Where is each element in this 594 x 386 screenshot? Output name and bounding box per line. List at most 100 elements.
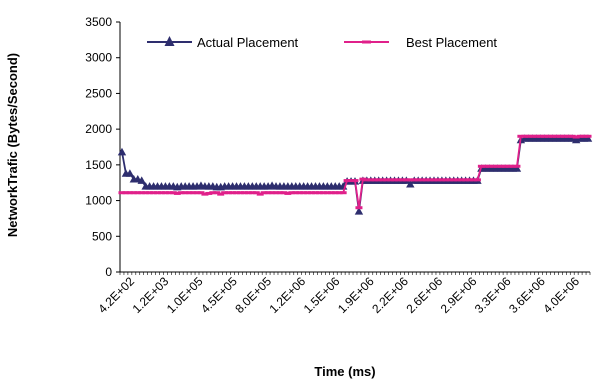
data-point: [327, 191, 335, 195]
data-point: [264, 191, 272, 195]
data-point: [308, 191, 316, 195]
data-point: [126, 191, 134, 195]
data-point: [315, 191, 323, 195]
data-point: [493, 164, 501, 168]
data-point: [150, 191, 158, 195]
data-point: [485, 164, 493, 168]
data-point: [260, 191, 268, 195]
data-point: [473, 178, 481, 182]
data-point: [379, 178, 387, 182]
data-point: [339, 191, 347, 195]
data-point: [552, 134, 560, 138]
x-tick-label: 1.2E+06: [267, 274, 309, 316]
data-point: [383, 178, 391, 182]
data-point: [512, 164, 522, 172]
data-point: [146, 191, 154, 195]
data-point: [469, 178, 477, 182]
data-point: [323, 191, 331, 195]
data-point: [354, 207, 364, 215]
data-point: [240, 191, 248, 195]
data-point: [517, 134, 525, 138]
data-point: [533, 134, 541, 138]
data-point: [355, 206, 363, 210]
data-point: [371, 178, 379, 182]
data-point: [537, 134, 545, 138]
data-point: [125, 169, 135, 177]
data-point: [556, 134, 564, 138]
data-point: [489, 164, 497, 168]
data-point: [576, 134, 584, 138]
data-point: [154, 191, 162, 195]
data-point: [505, 164, 513, 168]
data-point: [541, 134, 549, 138]
data-point: [414, 178, 422, 182]
series-layer: [117, 134, 593, 215]
data-point: [568, 134, 576, 138]
data-point: [454, 178, 462, 182]
data-point: [525, 134, 533, 138]
data-point: [343, 179, 351, 183]
x-tick-label: 4.5E+05: [198, 274, 240, 316]
data-point: [177, 191, 185, 195]
y-tick-label: 1500: [85, 158, 112, 172]
x-tick-label: 8.0E+05: [232, 274, 274, 316]
data-point: [394, 178, 402, 182]
data-point: [229, 191, 237, 195]
data-point: [387, 178, 395, 182]
data-point: [312, 191, 320, 195]
data-point: [233, 191, 241, 195]
data-point: [548, 134, 556, 138]
data-point: [513, 164, 521, 168]
data-point: [280, 191, 288, 195]
data-point: [189, 191, 197, 195]
data-point: [529, 134, 537, 138]
legend-marker-actual: [164, 36, 175, 46]
data-point: [497, 164, 505, 168]
data-point: [458, 178, 466, 182]
data-point: [509, 164, 517, 168]
data-point: [406, 178, 414, 182]
data-point: [165, 191, 173, 195]
legend: Actual Placement Best Placement: [147, 35, 497, 50]
data-point: [438, 178, 446, 182]
series-actual-placement: [117, 134, 593, 215]
data-point: [402, 178, 410, 182]
data-point: [193, 191, 201, 195]
data-point: [430, 178, 438, 182]
x-axis: 4.2E+021.2E+031.0E+054.5E+058.0E+051.2E+…: [95, 271, 591, 316]
data-point: [347, 179, 355, 183]
x-tick-label: 1.5E+06: [301, 274, 343, 316]
data-point: [205, 191, 213, 195]
data-point: [410, 178, 418, 182]
series-line: [121, 135, 589, 208]
data-point: [583, 134, 593, 142]
data-point: [117, 147, 127, 156]
data-point: [390, 178, 398, 182]
y-tick-label: 3000: [85, 51, 112, 65]
data-point: [351, 179, 359, 183]
y-tick-label: 0: [105, 265, 112, 279]
data-point: [288, 191, 296, 195]
data-point: [173, 191, 181, 195]
data-point: [284, 191, 292, 195]
data-point: [130, 191, 138, 195]
data-point: [221, 191, 229, 195]
data-point: [142, 191, 150, 195]
data-point: [181, 191, 189, 195]
y-axis-title: NetworkTrafic (Bytes/Second): [5, 53, 20, 237]
data-point: [442, 178, 450, 182]
data-point: [521, 134, 529, 138]
data-point: [564, 134, 572, 138]
data-point: [292, 191, 300, 195]
data-point: [201, 192, 209, 196]
data-point: [462, 178, 470, 182]
x-tick-label: 1.2E+03: [130, 274, 172, 316]
y-tick-label: 3500: [85, 15, 112, 29]
data-point: [118, 191, 126, 195]
x-tick-label: 2.2E+06: [369, 274, 411, 316]
data-point: [137, 176, 146, 184]
legend-label-best: Best Placement: [406, 35, 497, 50]
data-point: [580, 134, 588, 138]
data-point: [304, 191, 312, 195]
